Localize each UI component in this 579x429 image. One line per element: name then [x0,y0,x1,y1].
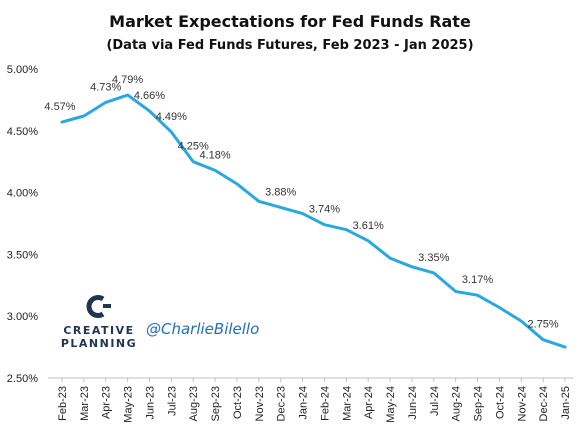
y-tick-label: 2.50% [7,373,38,385]
data-label: 3.17% [462,274,493,286]
x-tick-label: Nov-23 [254,386,266,421]
x-tick-label: Oct-24 [494,386,506,419]
data-label: 3.61% [353,220,384,232]
data-label: 4.79% [112,74,143,86]
x-tick-label: Apr-24 [363,386,375,419]
x-tick-label: Dec-24 [538,386,550,421]
x-tick-label: Dec-23 [276,386,288,421]
data-labels: 4.57% 4.73%4.79% 4.66% 4.49% 4.25%4.18% 3.88%… [44,74,559,331]
data-label: 3.35% [418,252,449,264]
branding: CREATIVE PLANNING @CharlieBilello [61,295,259,350]
chart-subtitle: (Data via Fed Funds Futures, Feb 2023 - … [106,38,473,53]
x-tick-label: Apr-23 [101,386,113,419]
x-tick-label: Jul-23 [166,386,178,416]
x-tick-label: Aug-23 [188,386,200,421]
y-tick-label: 4.50% [7,126,38,138]
y-tick-label: 3.50% [7,249,38,261]
series [60,93,567,349]
creative-planning-logo-icon [86,295,111,318]
x-tick-label: May-23 [123,386,135,423]
x-tick-label: Jan-25 [560,386,572,420]
x-axis: Feb-23 Mar-23 Apr-23 May-23 Jun-23 Jul-23 Aug-… [48,377,573,423]
x-tick-label: Oct-23 [232,386,244,419]
x-tick-label: Jan-24 [298,386,310,420]
x-tick-label: Mar-23 [79,386,91,421]
y-axis: 5.00% 4.50% 4.00% 3.50% 3.00% 2.50% [7,64,38,385]
logo-text-line2: PLANNING [61,337,137,350]
y-tick-label: 4.00% [7,188,38,200]
data-label: 3.74% [309,204,340,216]
chart-title: Market Expectations for Fed Funds Rate [109,12,471,31]
x-tick-label: Jun-24 [407,386,419,420]
x-tick-label: Mar-24 [341,386,353,421]
data-label: 4.57% [44,101,75,113]
series-line [60,93,567,349]
data-label: 4.25% [178,141,209,153]
author-handle: @CharlieBilello [146,320,259,338]
data-label: 4.66% [134,90,165,102]
x-tick-label: Feb-23 [57,386,69,421]
x-tick-label: Aug-24 [451,386,463,421]
x-tick-label: Sep-24 [473,386,485,421]
x-tick-label: Nov-24 [516,386,528,421]
data-label: 4.49% [156,111,187,123]
data-label: 4.18% [199,149,230,161]
y-tick-label: 3.00% [7,311,38,323]
x-tick-label: May-24 [385,386,397,423]
y-tick-label: 5.00% [7,64,38,76]
x-tick-label: Jun-23 [144,386,156,420]
x-tick-label: Sep-23 [210,386,222,421]
x-tick-label: Feb-24 [319,386,331,421]
data-label: 2.75% [528,319,559,331]
data-label: 4.73% [90,81,121,93]
x-tick-label: Jul-24 [429,386,441,416]
logo-text-line1: CREATIVE [63,324,134,337]
data-label: 3.88% [265,186,296,198]
